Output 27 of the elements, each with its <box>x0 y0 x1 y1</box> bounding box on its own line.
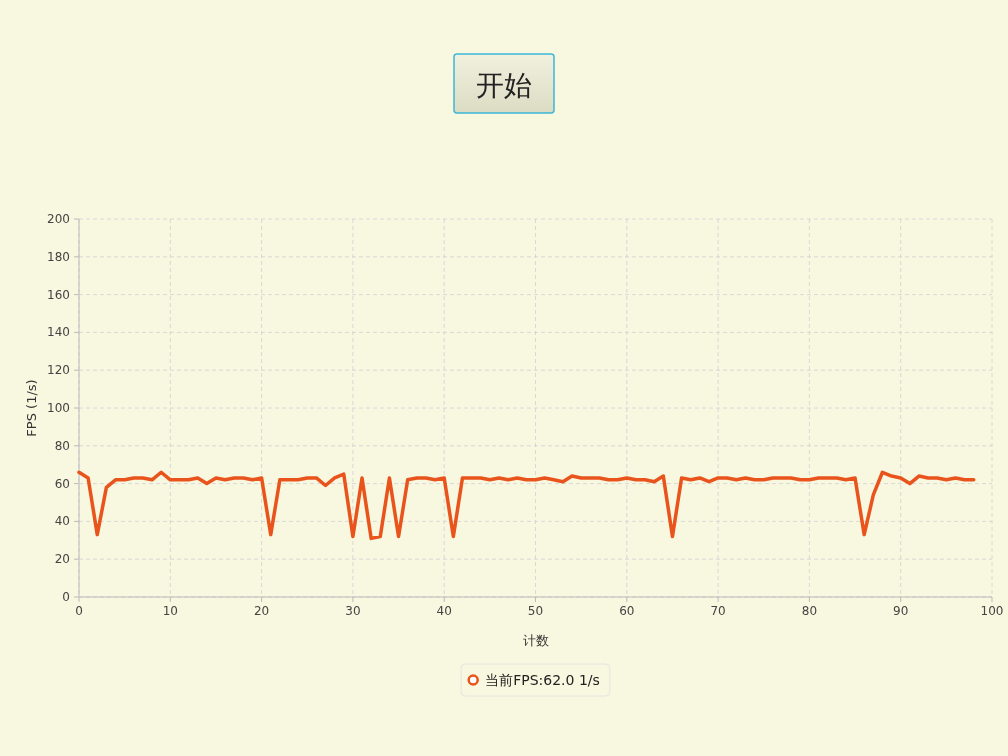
y-tick-label: 200 <box>47 212 70 226</box>
x-tick-label: 30 <box>345 604 361 618</box>
x-tick-label: 20 <box>253 604 270 618</box>
y-tick-label: 140 <box>47 325 70 340</box>
x-tick-label: 50 <box>527 604 544 618</box>
y-axis-title: FPS (1/s) <box>24 379 39 437</box>
y-tick-label: 160 <box>47 287 70 302</box>
x-tick-label: 100 <box>980 604 1004 618</box>
y-tick-label: 120 <box>47 363 70 378</box>
legend-label: 当前FPS:62.0 1/s <box>485 672 600 688</box>
x-tick-label: 70 <box>710 604 726 618</box>
x-tick-label: 10 <box>162 604 178 618</box>
x-tick-label: 60 <box>619 604 635 618</box>
x-tick-label: 80 <box>801 604 818 618</box>
y-tick-label: 180 <box>47 249 70 264</box>
x-tick-label: 40 <box>436 604 452 618</box>
y-tick-label: 60 <box>54 476 70 491</box>
y-tick-label: 100 <box>47 401 70 415</box>
y-tick-label: 20 <box>54 552 70 567</box>
x-tick-label: 0 <box>75 604 83 618</box>
x-tick-label: 90 <box>893 604 909 618</box>
line-series <box>77 470 976 541</box>
y-tick-label: 40 <box>54 514 70 529</box>
x-axis-title: 计数 <box>522 633 549 648</box>
button: 开始 <box>453 53 555 114</box>
y-tick-label: 80 <box>54 438 70 453</box>
y-tick-label: 0 <box>62 590 70 604</box>
